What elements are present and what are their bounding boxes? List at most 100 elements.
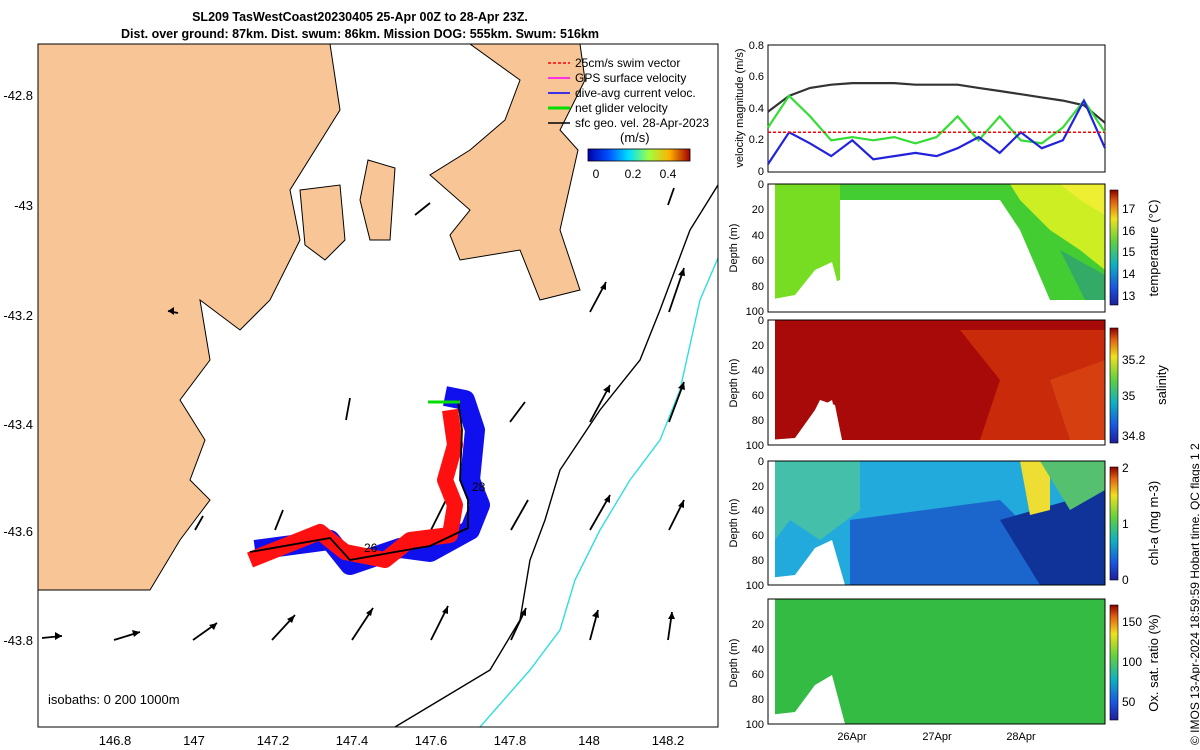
salinity-cbar-tick: 35.2 [1122, 353, 1146, 367]
track-day-label-26: 26 [364, 541, 378, 555]
legend-swim-vector: 25cm/s swim vector [575, 56, 680, 70]
depth-label: Depth (m) [728, 359, 740, 408]
sfc-geo-velocity-arrowheads [55, 268, 685, 640]
map-longitude-labels: 146.8 147 147.2 147.4 147.6 147.8 148 14… [99, 733, 685, 748]
depth-label: Depth (m) [728, 639, 740, 688]
oxygen-cbar-tick: 150 [1122, 615, 1142, 629]
salinity-seafloor [768, 400, 842, 445]
map-latitude-labels: -42.8 -43 -43.2 -43.4 -43.6 -43.8 [3, 88, 33, 648]
map-frame [37, 43, 719, 728]
lon-label: 147.8 [494, 733, 527, 748]
isobaths-label: isobaths: 0 200 1000m [48, 692, 180, 707]
depth-tick: 60 [752, 669, 764, 681]
chlorophyll-cbar-tick: 1 [1122, 517, 1129, 531]
velocity-ytick: 0.2 [749, 134, 764, 146]
glider-track-line [249, 399, 469, 561]
depth-tick: 40 [752, 365, 764, 377]
title-line-2: Dist. over ground: 87km. Dist. swum: 86k… [121, 27, 599, 41]
temperature-cbar-tick: 15 [1122, 245, 1136, 259]
depth-tick: 100 [746, 306, 764, 318]
map-area: 28 26 [38, 44, 718, 727]
salinity-colorbar [1109, 327, 1119, 444]
colorbar-tick: 0.2 [625, 167, 642, 181]
depth-tick: 20 [752, 204, 764, 216]
depth-tick: 40 [752, 505, 764, 517]
chlorophyll-colorbar [1109, 466, 1119, 581]
depth-tick: 80 [752, 281, 764, 293]
temperature-seafloor [768, 262, 842, 312]
legend-net-glider-velocity: net glider velocity [575, 101, 668, 115]
velocity-series [767, 81, 1107, 165]
depth-tick: 100 [746, 580, 764, 592]
lon-label: 147.4 [336, 733, 369, 748]
depth-tick: 60 [752, 390, 764, 402]
lat-label: -43.2 [3, 308, 33, 323]
velocity-ytick: 0.4 [749, 103, 764, 115]
oxygen-cbar-tick: 100 [1122, 655, 1142, 669]
temperature-field [775, 184, 1105, 300]
title-line-1: SL209 TasWestCoast20230405 25-Apr 00Z to… [192, 10, 528, 24]
velocity-panel: 0 0.2 0.4 0.6 0.8 velocity magnitude (m/… [734, 40, 1107, 178]
velocity-ytick: 0.8 [749, 40, 764, 52]
velocity-line-geostrophic-surface-speed [767, 81, 1106, 124]
depth-tick: 40 [752, 230, 764, 242]
time-xtick: 26Apr [837, 731, 867, 743]
lon-label: 148 [578, 733, 600, 748]
lat-label: -43 [14, 198, 33, 213]
salinity-cbar-tick: 35 [1122, 389, 1136, 403]
land-forestier [299, 184, 346, 261]
speed-colorbar [587, 148, 691, 162]
depth-tick: 100 [746, 719, 764, 731]
chlorophyll-cbar-tick: 0 [1122, 573, 1129, 587]
depth-tick: 60 [752, 255, 764, 267]
depth-tick: 80 [752, 415, 764, 427]
salinity-panel: 35.2 35 34.8 salinity 0 20 40 60 80 100 … [728, 315, 1169, 452]
depth-tick: 20 [752, 481, 764, 493]
legend-sfc-geo-velocity: sfc geo. vel. 28-Apr-2023 [575, 116, 709, 130]
depth-tick: 40 [752, 644, 764, 656]
chlorophyll-label: chl-a (mg m-3) [1146, 481, 1161, 566]
temperature-cbar-tick: 14 [1122, 267, 1136, 281]
temperature-cbar-tick: 13 [1122, 289, 1136, 303]
depth-tick: 60 [752, 530, 764, 542]
isobath-200m [394, 184, 718, 727]
velocity-ylabel: velocity magnitude (m/s) [734, 48, 746, 167]
legend-dive-avg-current: dive-avg current veloc. [575, 86, 696, 100]
colorbar-tick: 0.4 [660, 167, 677, 181]
lat-label: -43.6 [3, 524, 33, 539]
lon-label: 146.8 [99, 733, 132, 748]
depth-tick: 100 [746, 440, 764, 452]
isobath-1000m [479, 257, 718, 727]
salinity-cbar-tick: 34.8 [1122, 429, 1146, 443]
depth-label: Depth (m) [728, 224, 740, 273]
velocity-ytick: 0.6 [749, 71, 764, 83]
chlorophyll-cbar-tick: 2 [1122, 461, 1129, 475]
depth-tick: 0 [758, 179, 764, 191]
chlorophyll-panel: 2 1 0 chl-a (mg m-3) 0 20 40 60 80 100 D… [728, 456, 1161, 592]
oxygen-cbar-tick: 50 [1122, 695, 1136, 709]
oxygen-colorbar [1109, 604, 1119, 721]
velocity-ytick: 0 [758, 166, 764, 178]
lon-label: 147.6 [415, 733, 448, 748]
land-islet [359, 159, 396, 241]
imos-credit: © IMOS 13-Apr-2024 18:59:59 Hobart time.… [1188, 443, 1200, 745]
track-day-label-28: 28 [472, 480, 486, 494]
map-legend: 25cm/s swim vector GPS surface velocity … [548, 56, 709, 181]
temperature-warm-patch [1010, 184, 1105, 270]
salinity-label: salinity [1154, 365, 1169, 405]
lon-label: 148.2 [652, 733, 685, 748]
time-xtick: 27Apr [922, 731, 952, 743]
oxygen-label: Ox. sat. ratio (%) [1146, 614, 1161, 712]
depth-tick: 20 [752, 340, 764, 352]
depth-tick: 20 [752, 619, 764, 631]
colorbar-title: (m/s) [620, 130, 650, 145]
land-tasmania [38, 44, 341, 591]
temperature-cbar-tick: 16 [1122, 224, 1136, 238]
depth-tick: 0 [758, 456, 764, 468]
sfc-geo-velocity-arrows [41, 187, 685, 641]
temperature-cbar-tick: 17 [1122, 202, 1136, 216]
velocity-line-dive-avg-current [767, 98, 1107, 165]
temperature-label: temperature (°C) [1146, 200, 1161, 297]
depth-tick: 80 [752, 694, 764, 706]
